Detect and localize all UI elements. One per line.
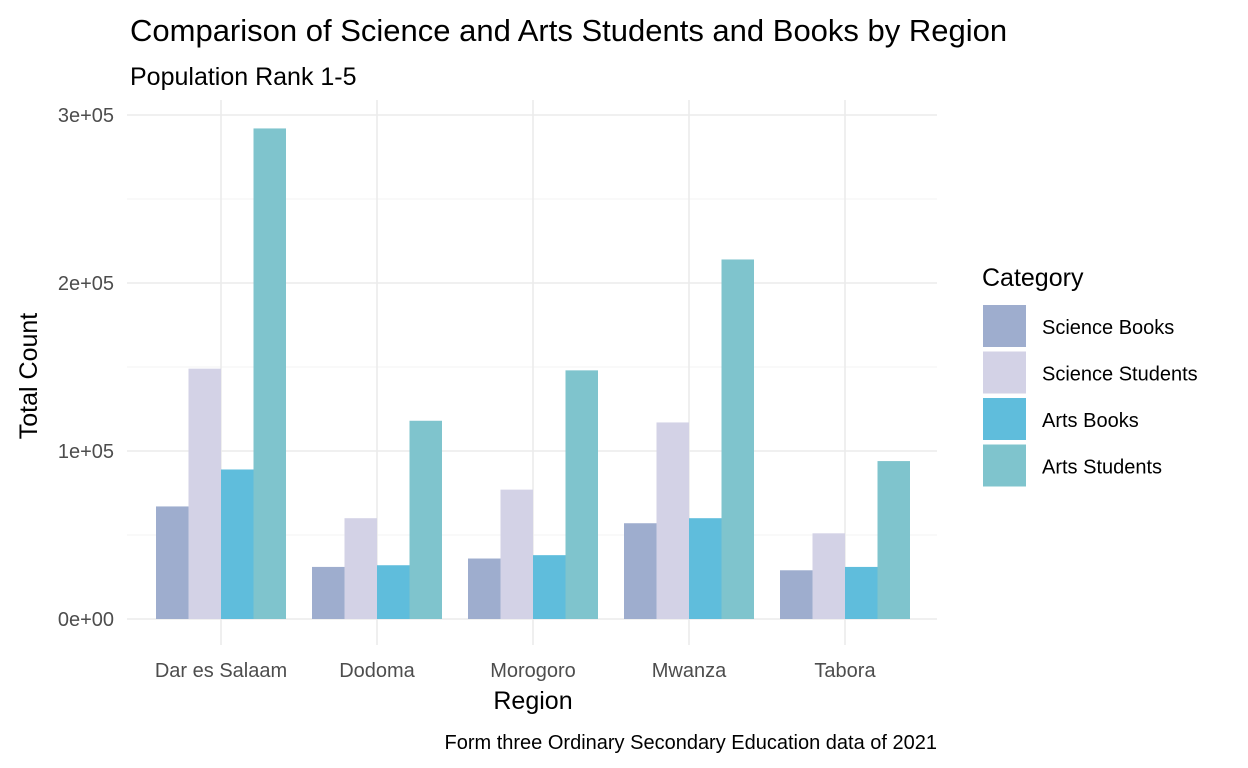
bar-arts-books-morogoro [533, 555, 566, 619]
y-tick-label: 3e+05 [58, 105, 114, 127]
y-tick-label: 2e+05 [58, 273, 114, 295]
bar-science-books-dodoma [312, 566, 345, 619]
x-axis-title: Region [493, 687, 572, 715]
chart-subtitle: Population Rank 1-5 [130, 63, 357, 91]
legend-title: Category [982, 264, 1084, 292]
bar-arts-books-tabora [845, 566, 878, 619]
legend-label: Science Books [1042, 317, 1174, 339]
bar-science-students-morogoro [500, 489, 533, 619]
bar-arts-books-dar-es-salaam [221, 469, 254, 619]
bar-science-students-mwanza [656, 422, 689, 619]
x-tick-label: Dodoma [339, 660, 415, 682]
legend-label: Arts Books [1042, 410, 1139, 432]
bar-arts-students-dodoma [409, 420, 442, 619]
y-tick-label: 0e+00 [58, 609, 114, 631]
chart-caption: Form three Ordinary Secondary Education … [445, 732, 938, 754]
legend-key [983, 351, 1026, 394]
bar-science-books-dar-es-salaam [156, 506, 189, 619]
x-tick-label: Mwanza [652, 660, 727, 682]
bar-science-books-morogoro [468, 558, 501, 619]
bar-science-students-dar-es-salaam [188, 368, 221, 619]
legend-key [983, 444, 1026, 487]
x-tick-label: Morogoro [490, 660, 576, 682]
legend-key [983, 398, 1026, 440]
bars [156, 128, 910, 619]
bar-science-books-tabora [780, 570, 813, 619]
legend-label: Arts Students [1042, 457, 1162, 479]
y-tick-label: 1e+05 [58, 441, 114, 463]
legend-key [983, 305, 1026, 347]
bar-arts-students-morogoro [565, 370, 598, 619]
x-tick-label: Dar es Salaam [155, 660, 287, 682]
legend: Category Science Books Science Students Ar… [982, 264, 1198, 487]
legend-label: Science Students [1042, 364, 1198, 386]
bar-arts-students-mwanza [721, 259, 754, 619]
x-axis-ticks: Dar es Salaam Dodoma Morogoro Mwanza Tabora [155, 660, 877, 682]
chart-title: Comparison of Science and Arts Students … [130, 13, 1007, 48]
x-tick-label: Tabora [814, 660, 876, 682]
bar-science-students-dodoma [344, 518, 377, 619]
y-axis-ticks: 0e+00 1e+05 2e+05 3e+05 [58, 105, 114, 631]
bar-arts-books-mwanza [689, 518, 722, 619]
bar-science-students-tabora [812, 533, 845, 619]
bar-arts-students-dar-es-salaam [253, 128, 286, 619]
bar-science-books-mwanza [624, 523, 657, 619]
bar-arts-students-tabora [877, 461, 910, 619]
y-axis-title: Total Count [15, 313, 43, 440]
bar-arts-books-dodoma [377, 565, 410, 619]
